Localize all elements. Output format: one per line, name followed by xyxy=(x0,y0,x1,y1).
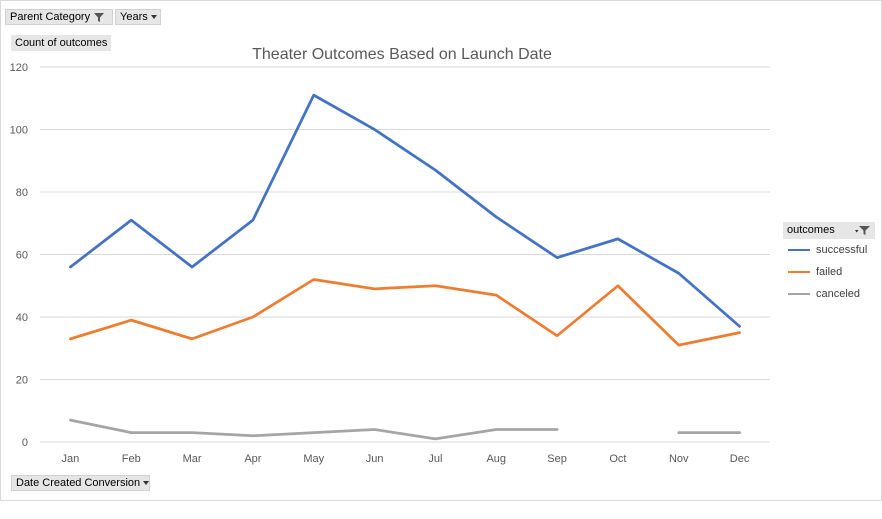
chart-frame xyxy=(0,0,882,501)
axis-field-label: Date Created Conversion xyxy=(16,477,141,489)
x-tick-label: Dec xyxy=(730,453,750,465)
series-lines xyxy=(69,93,741,441)
series-line-canceled xyxy=(69,418,559,441)
legend-swatch xyxy=(788,248,810,252)
x-tick-label: Apr xyxy=(244,453,261,465)
y-tick-label: 60 xyxy=(16,250,28,262)
legend-title: outcomes xyxy=(787,224,835,236)
legend-label: canceled xyxy=(816,288,861,300)
axis-field-filter-button[interactable]: Date Created Conversion xyxy=(11,475,150,491)
years-label: Years xyxy=(120,11,148,23)
y-tick-label: 20 xyxy=(16,375,28,387)
legend-filter-button[interactable]: outcomes xyxy=(783,222,875,239)
x-tick-label: Jan xyxy=(62,453,80,465)
y-tick-label: 80 xyxy=(16,187,28,199)
x-tick-label: Nov xyxy=(669,453,689,465)
parent-category-label: Parent Category xyxy=(10,11,91,23)
years-filter-button[interactable]: Years xyxy=(115,9,161,25)
gridlines xyxy=(40,66,770,443)
value-field-label: Count of outcomes xyxy=(11,35,112,51)
x-tick-label: Feb xyxy=(122,453,141,465)
x-tick-label: Oct xyxy=(609,453,626,465)
chart-title: Theater Outcomes Based on Launch Date xyxy=(252,46,552,63)
legend-swatch xyxy=(788,270,810,274)
legend-swatch xyxy=(788,292,810,296)
y-tick-label: 100 xyxy=(10,125,28,137)
y-axis-ticks: 0 20 40 60 80 100 120 xyxy=(10,62,28,449)
y-tick-label: 0 xyxy=(22,437,28,449)
x-tick-label: Mar xyxy=(183,453,202,465)
legend-item-successful[interactable]: successful xyxy=(783,239,875,261)
filter-funnel-icon xyxy=(94,12,105,22)
dropdown-arrow-icon xyxy=(150,15,157,19)
x-tick-label: Sep xyxy=(547,453,567,465)
y-tick-label: 120 xyxy=(10,62,28,74)
y-tick-label: 40 xyxy=(16,312,28,324)
filter-funnel-icon xyxy=(855,226,870,235)
series-line-successful xyxy=(69,93,741,328)
legend: outcomes successful failed canceled xyxy=(783,222,875,305)
legend-item-failed[interactable]: failed xyxy=(783,261,875,283)
legend-label: failed xyxy=(816,266,843,278)
parent-category-filter-button[interactable]: Parent Category xyxy=(5,9,113,25)
x-tick-label: Jun xyxy=(366,453,384,465)
x-tick-label: Jul xyxy=(428,453,442,465)
legend-label: successful xyxy=(816,244,868,256)
x-tick-label: Aug xyxy=(486,453,506,465)
x-tick-label: May xyxy=(303,453,324,465)
series-line-failed xyxy=(69,278,741,347)
x-axis-ticks: Jan Feb Mar Apr May Jun Jul Aug Sep Oct Nov Dec xyxy=(62,453,750,465)
dropdown-arrow-icon xyxy=(143,481,150,485)
legend-item-canceled[interactable]: canceled xyxy=(783,283,875,305)
